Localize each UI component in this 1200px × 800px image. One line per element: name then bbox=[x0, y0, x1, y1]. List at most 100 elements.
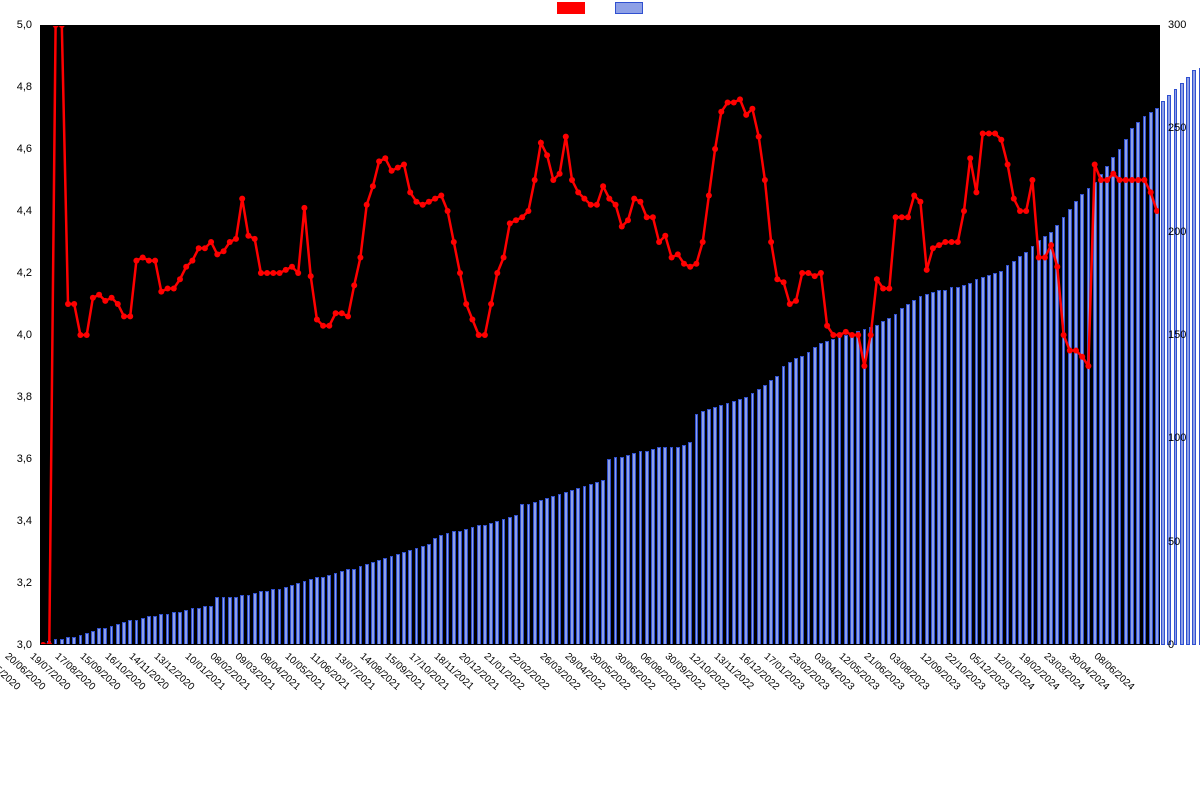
bar bbox=[545, 498, 549, 645]
y-left-tick-label: 4,6 bbox=[2, 143, 32, 155]
bar bbox=[477, 525, 481, 645]
legend-swatch-line bbox=[557, 2, 585, 14]
bar bbox=[415, 548, 419, 645]
bar bbox=[670, 447, 674, 645]
bar bbox=[1012, 261, 1016, 645]
y-left-tick-label: 3,0 bbox=[2, 639, 32, 651]
bar bbox=[564, 492, 568, 645]
bar bbox=[906, 304, 910, 645]
bar bbox=[719, 405, 723, 645]
bar bbox=[147, 616, 151, 645]
y-left-tick-label: 3,6 bbox=[2, 453, 32, 465]
y-right-tick-label: 0 bbox=[1168, 639, 1198, 651]
y-left-tick-label: 3,8 bbox=[2, 391, 32, 403]
bar bbox=[79, 635, 83, 645]
bar bbox=[203, 606, 207, 645]
bar bbox=[1062, 217, 1066, 645]
bar bbox=[222, 597, 226, 645]
bar bbox=[707, 409, 711, 645]
bar bbox=[1037, 240, 1041, 645]
legend-swatch-bars bbox=[615, 2, 643, 14]
bar bbox=[539, 500, 543, 645]
bar bbox=[365, 564, 369, 645]
bar bbox=[1043, 236, 1047, 645]
bar bbox=[91, 631, 95, 645]
bar bbox=[72, 637, 76, 645]
bar bbox=[1099, 174, 1103, 645]
bar bbox=[259, 591, 263, 645]
bar bbox=[172, 612, 176, 645]
y-left-tick-label: 4,4 bbox=[2, 205, 32, 217]
bar bbox=[390, 556, 394, 645]
bar bbox=[925, 294, 929, 645]
bar bbox=[303, 581, 307, 645]
bar bbox=[956, 287, 960, 645]
chart-plot-area bbox=[40, 25, 1160, 645]
bar bbox=[931, 292, 935, 645]
bar bbox=[607, 459, 611, 645]
bar bbox=[47, 641, 51, 645]
bar bbox=[813, 347, 817, 645]
bar bbox=[744, 397, 748, 645]
bar bbox=[1055, 225, 1059, 645]
bar bbox=[769, 380, 773, 645]
bar bbox=[856, 331, 860, 645]
bar bbox=[732, 401, 736, 645]
bar bbox=[894, 314, 898, 645]
y-left-tick-label: 4,2 bbox=[2, 267, 32, 279]
bar bbox=[359, 566, 363, 645]
bar bbox=[464, 529, 468, 645]
y-left-tick-label: 5,0 bbox=[2, 19, 32, 31]
bar bbox=[433, 538, 437, 645]
bar bbox=[1180, 83, 1184, 645]
bar bbox=[583, 486, 587, 645]
bar bbox=[1136, 122, 1140, 645]
bar bbox=[191, 608, 195, 645]
bar bbox=[66, 637, 70, 645]
bar bbox=[987, 275, 991, 645]
bar bbox=[850, 333, 854, 645]
bar bbox=[421, 546, 425, 645]
bar bbox=[159, 614, 163, 645]
bar bbox=[271, 589, 275, 645]
bar bbox=[352, 569, 356, 645]
bar bbox=[819, 343, 823, 645]
bar bbox=[1118, 149, 1122, 645]
bar bbox=[763, 385, 767, 645]
bar bbox=[943, 290, 947, 645]
bar bbox=[1143, 116, 1147, 645]
y-right-tick-label: 200 bbox=[1168, 226, 1198, 238]
bar bbox=[863, 329, 867, 645]
bar bbox=[533, 502, 537, 645]
bar bbox=[309, 579, 313, 645]
bar bbox=[676, 447, 680, 645]
bar bbox=[831, 339, 835, 645]
bar bbox=[1105, 166, 1109, 645]
bar bbox=[1111, 157, 1115, 645]
bar bbox=[247, 595, 251, 645]
bar bbox=[520, 504, 524, 645]
bar bbox=[794, 358, 798, 645]
bar bbox=[782, 366, 786, 645]
bar bbox=[601, 480, 605, 645]
bar bbox=[321, 577, 325, 645]
bar bbox=[184, 610, 188, 645]
bar bbox=[1093, 182, 1097, 645]
bar bbox=[116, 624, 120, 645]
bar bbox=[346, 569, 350, 645]
bar bbox=[197, 608, 201, 645]
y-left-tick-label: 4,8 bbox=[2, 81, 32, 93]
bar bbox=[402, 552, 406, 645]
bar bbox=[153, 616, 157, 645]
bar bbox=[788, 362, 792, 645]
bar bbox=[1087, 188, 1091, 645]
bar bbox=[1149, 112, 1153, 645]
bar bbox=[620, 457, 624, 645]
bar bbox=[614, 457, 618, 645]
bar bbox=[228, 597, 232, 645]
bar bbox=[340, 571, 344, 645]
bar bbox=[1130, 128, 1134, 645]
bar bbox=[97, 628, 101, 645]
y-right-tick-label: 300 bbox=[1168, 19, 1198, 31]
bar bbox=[726, 403, 730, 645]
